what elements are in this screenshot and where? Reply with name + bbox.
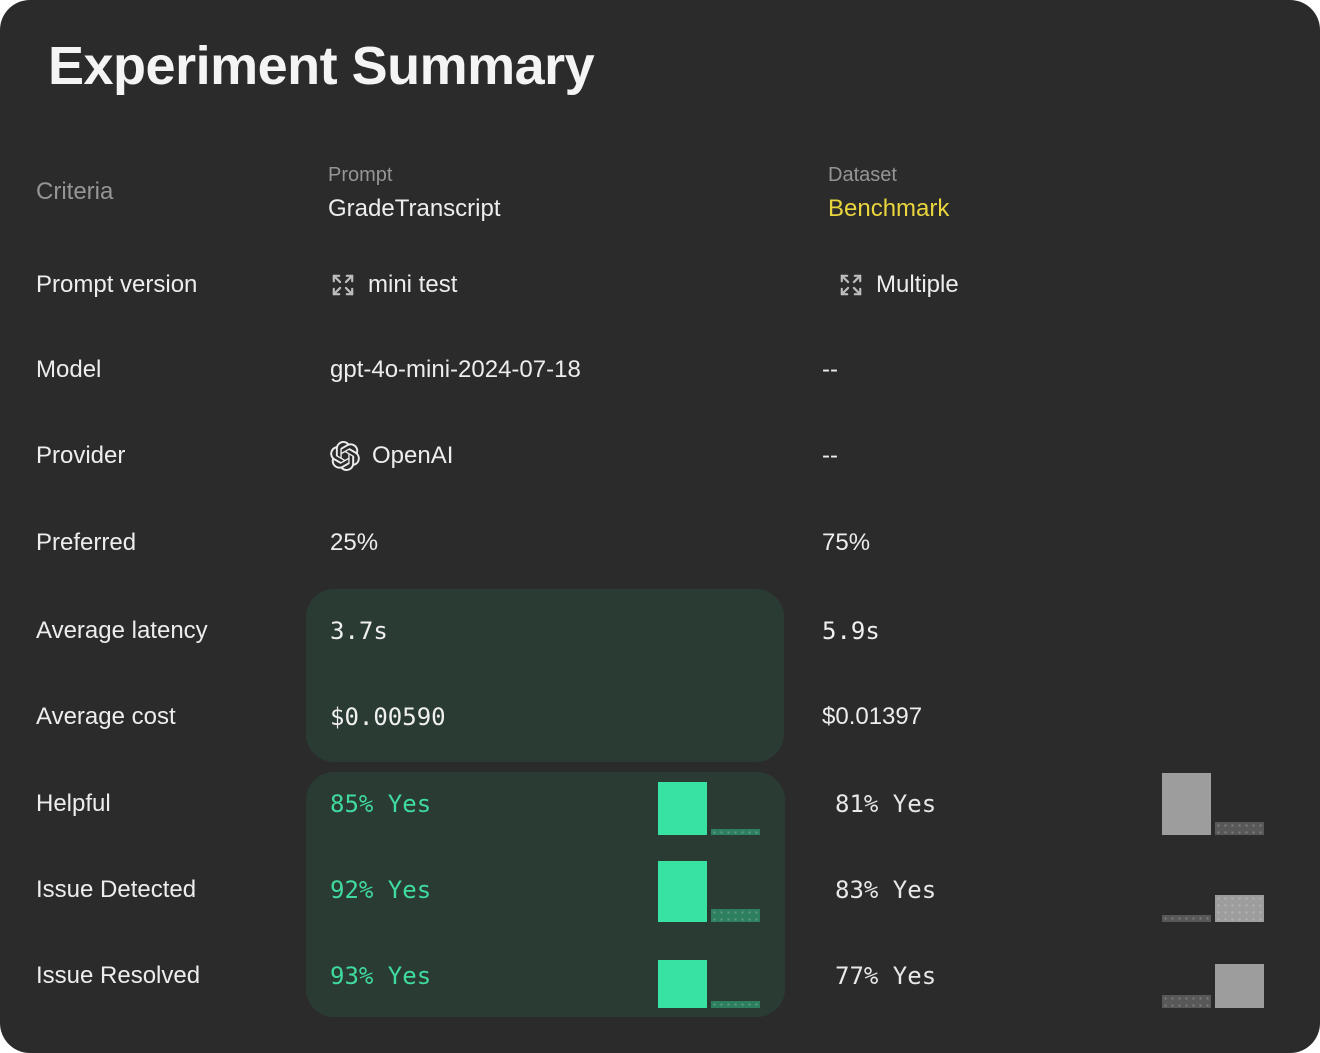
cell-value: 5.9s — [822, 617, 880, 645]
bar — [1215, 895, 1264, 922]
cell-value: 85% Yes — [330, 790, 432, 818]
criteria-column-header: Criteria — [36, 178, 114, 205]
cell-value: 93% Yes — [330, 962, 432, 990]
cell-score: 92% Yes — [330, 876, 431, 904]
mini-bar-chart — [1162, 769, 1264, 835]
row-label: Average latency — [36, 617, 208, 644]
cell-text: $0.01397 — [822, 703, 922, 731]
dataset-column-header: Dataset Benchmark — [828, 164, 949, 223]
cell-score: 77% Yes — [835, 962, 936, 990]
bar — [1162, 773, 1211, 835]
mini-bar-chart — [658, 769, 760, 835]
bar — [658, 782, 707, 835]
cell-value: 77% Yes — [835, 962, 937, 990]
row-label: Average cost — [36, 703, 176, 730]
bar — [711, 829, 760, 835]
row-label: Prompt version — [36, 271, 198, 298]
table-row: Average latency 3.7s 5.9s — [0, 609, 1320, 653]
mini-bar-chart — [1162, 856, 1264, 922]
cell-value: $0.01397 — [822, 703, 923, 730]
page-title: Experiment Summary — [48, 36, 595, 96]
cell-score: 93% Yes — [330, 962, 431, 990]
dataset-label: Dataset — [828, 164, 897, 186]
cell-value: 92% Yes — [330, 876, 432, 904]
cell-text: -- — [822, 442, 838, 470]
cell-text: 75% — [822, 529, 870, 557]
expand-icon[interactable] — [330, 272, 356, 298]
table-row: Issue Resolved 93% Yes 77% Yes — [0, 954, 1320, 998]
row-label: Issue Resolved — [36, 962, 201, 989]
cell-value: -- — [822, 442, 838, 469]
cell-value: -- — [822, 356, 838, 383]
row-label: Provider — [36, 442, 126, 469]
cell-value: 25% — [330, 529, 379, 556]
table-row: Average cost $0.00590 $0.01397 — [0, 695, 1320, 739]
cell-text: 25% — [330, 529, 378, 557]
cell-mono: 5.9s — [822, 617, 880, 645]
cell-value: gpt-4o-mini-2024-07-18 — [330, 356, 581, 383]
cell-text: gpt-4o-mini-2024-07-18 — [330, 356, 581, 384]
cell-value: 81% Yes — [835, 790, 937, 818]
prompt-name: GradeTranscript — [328, 195, 501, 222]
cell-openai: OpenAI — [330, 441, 453, 471]
cell-score: 85% Yes — [330, 790, 431, 818]
cell-value: 3.7s — [330, 617, 388, 645]
cell-mono: $0.00590 — [330, 703, 446, 731]
cell-mono: 3.7s — [330, 617, 388, 645]
openai-logo-icon — [330, 441, 360, 471]
mini-bar-chart — [658, 942, 760, 1008]
expand-icon[interactable] — [838, 272, 864, 298]
cell-score: 83% Yes — [835, 876, 936, 904]
table-row: Helpful 85% Yes 81% Yes — [0, 782, 1320, 826]
bar — [711, 1001, 760, 1008]
dataset-name[interactable]: Benchmark — [828, 195, 950, 222]
table-row: Provider OpenAI -- — [0, 434, 1320, 478]
table-row: Preferred 25% 75% — [0, 521, 1320, 565]
bar — [1215, 822, 1264, 835]
cell-expand: mini test — [330, 271, 457, 299]
latency-cost-highlight-box — [306, 589, 784, 762]
mini-bar-chart — [1162, 942, 1264, 1008]
cell-score: 81% Yes — [835, 790, 936, 818]
cell-value: 83% Yes — [835, 876, 937, 904]
bar — [658, 960, 707, 1008]
row-label: Issue Detected — [36, 876, 197, 903]
row-label: Model — [36, 356, 102, 383]
bar — [711, 909, 760, 922]
prompt-column-header: Prompt GradeTranscript — [328, 164, 501, 223]
cell-value: mini test — [368, 271, 458, 298]
table-row: Model gpt-4o-mini-2024-07-18 -- — [0, 348, 1320, 392]
cell-value: OpenAI — [372, 442, 454, 469]
bar — [1215, 964, 1264, 1008]
row-label: Helpful — [36, 790, 111, 817]
cell-value: 75% — [822, 529, 871, 556]
cell-expand: Multiple — [838, 271, 959, 299]
bar — [1162, 915, 1211, 922]
table-row: Prompt version mini test Multiple — [0, 263, 1320, 307]
bar — [658, 861, 707, 922]
row-label: Preferred — [36, 529, 137, 556]
prompt-label: Prompt — [328, 164, 393, 186]
mini-bar-chart — [658, 856, 760, 922]
cell-value: $0.00590 — [330, 703, 446, 731]
bar — [1162, 995, 1211, 1008]
cell-value: Multiple — [876, 271, 959, 298]
table-row: Issue Detected 92% Yes 83% Yes — [0, 868, 1320, 912]
cell-text: -- — [822, 356, 838, 384]
